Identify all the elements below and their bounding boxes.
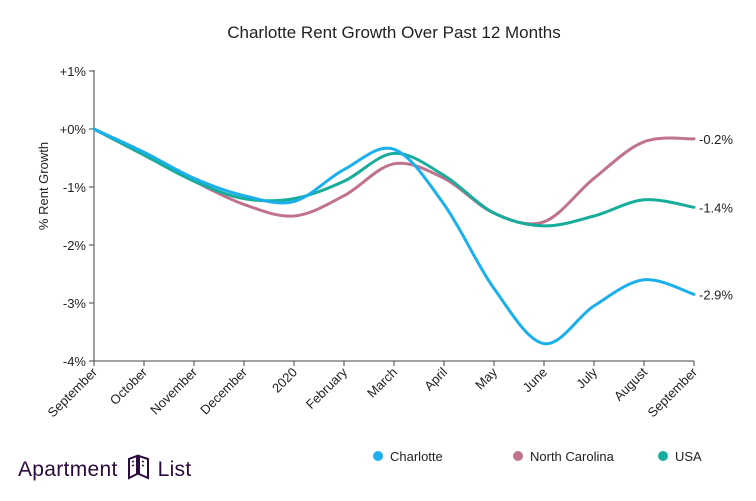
logo-mark-icon — [126, 454, 152, 486]
series-line-usa — [92, 127, 696, 228]
legend-marker-north-carolina — [513, 451, 523, 461]
x-tick-label: August — [611, 364, 650, 403]
y-tick-label: -1% — [63, 180, 87, 195]
x-tick-label: April — [421, 364, 450, 393]
x-tick-label: March — [364, 365, 400, 401]
legend-label-charlotte: Charlotte — [390, 449, 443, 464]
x-tick-label: November — [147, 364, 200, 417]
legend-marker-charlotte — [373, 451, 383, 461]
x-tick-label: June — [520, 365, 551, 396]
x-tick-label: 2020 — [269, 365, 300, 396]
legend-marker-usa — [658, 451, 668, 461]
x-tick-label: May — [472, 364, 500, 392]
y-tick-label: -3% — [63, 296, 87, 311]
x-tick-label: September — [45, 364, 101, 420]
y-tick-label: +0% — [60, 122, 87, 137]
end-label-north-carolina: -0.2% — [699, 132, 733, 147]
series-lines — [92, 127, 696, 346]
apartment-list-logo: Apartment List — [18, 454, 191, 486]
y-axis-label: % Rent Growth — [36, 142, 51, 230]
end-labels: -0.2% -1.4% -2.9% — [699, 132, 733, 302]
logo-word-apartment: Apartment — [18, 458, 118, 481]
y-tick-label: -2% — [63, 238, 87, 253]
x-tick-label: September — [645, 364, 701, 420]
legend-label-usa: USA — [675, 449, 702, 464]
legend-label-north-carolina: North Carolina — [530, 449, 615, 464]
chart-title: Charlotte Rent Growth Over Past 12 Month… — [227, 23, 561, 42]
logo-word-list: List — [157, 458, 192, 481]
y-tick-label: -4% — [63, 354, 87, 369]
x-tick-label: February — [303, 364, 351, 412]
legend: Charlotte North Carolina USA — [373, 449, 702, 464]
series-line-charlotte — [92, 127, 696, 346]
y-tick-label: +1% — [60, 64, 87, 79]
x-tick-label: December — [197, 364, 250, 417]
end-label-charlotte: -2.9% — [699, 287, 733, 302]
end-label-usa: -1.4% — [699, 200, 733, 215]
x-tick-label: October — [107, 364, 151, 408]
x-tick-label: July — [573, 364, 600, 391]
y-axis-ticks: +1% +0% -1% -2% -3% -4% — [60, 64, 94, 369]
